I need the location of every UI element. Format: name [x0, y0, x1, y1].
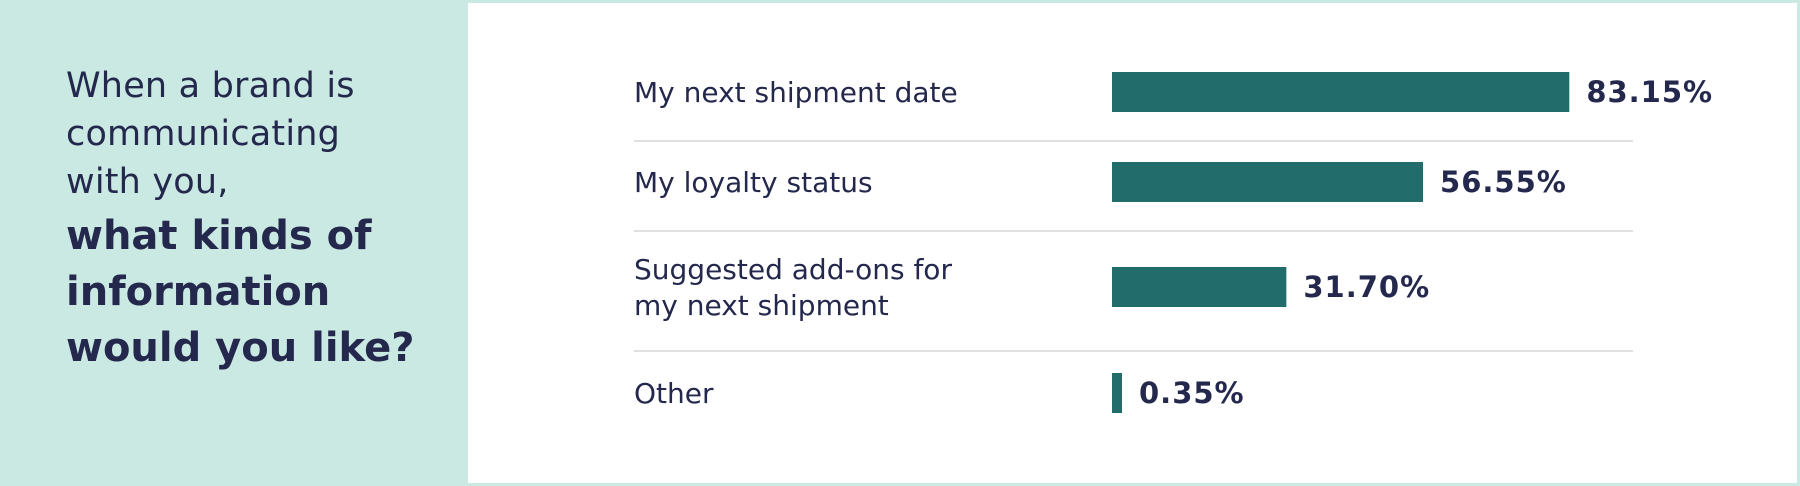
value-label: 0.35%	[1139, 376, 1245, 410]
question-emphasis: what kinds of information would you like…	[66, 213, 415, 371]
question-panel: When a brand is communicating with you, …	[0, 0, 468, 486]
chart-panel: My next shipment date 83.15% My loyalty st…	[468, 3, 1797, 483]
category-label: My next shipment date	[634, 76, 958, 109]
horizontal-bar-chart: My next shipment date 83.15% My loyalty st…	[634, 72, 1713, 413]
bar	[1112, 162, 1424, 202]
bar	[1112, 72, 1570, 112]
survey-question: When a brand is communicating with you, …	[66, 62, 446, 376]
category-label: Other	[634, 377, 714, 410]
value-label: 83.15%	[1586, 75, 1713, 109]
value-label: 31.70%	[1303, 270, 1430, 304]
category-label: Suggested add-ons for my next shipment	[634, 253, 952, 322]
value-label: 56.55%	[1440, 165, 1567, 199]
category-label: My loyalty status	[634, 166, 873, 199]
bar	[1112, 267, 1287, 307]
bar	[1112, 373, 1122, 413]
question-intro: When a brand is communicating with you,	[66, 66, 355, 202]
